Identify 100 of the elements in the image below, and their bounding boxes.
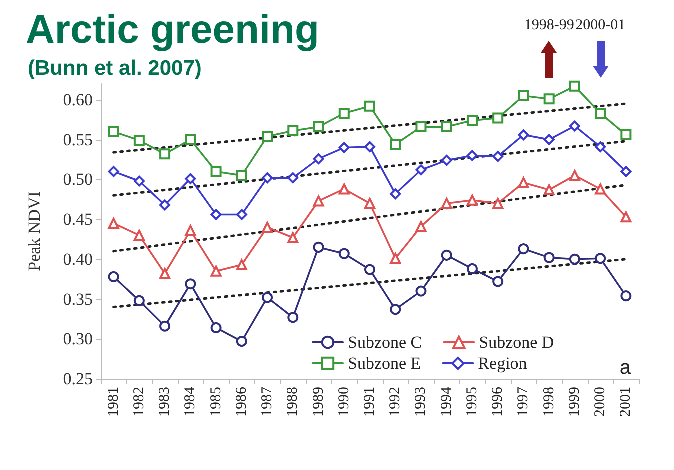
point (569, 120, 580, 132)
point (441, 122, 452, 133)
point (185, 225, 196, 236)
y-tick-label: 0.40 (63, 250, 93, 269)
point (416, 221, 427, 232)
point (338, 142, 350, 154)
point (364, 100, 376, 112)
point (262, 222, 274, 234)
point (160, 320, 171, 332)
point (262, 292, 274, 304)
x-tick-label: 1994 (438, 386, 455, 417)
point (544, 184, 555, 196)
point (236, 209, 248, 220)
point (595, 253, 606, 264)
point (569, 80, 580, 92)
point (620, 212, 632, 223)
point (185, 134, 196, 146)
point (262, 172, 274, 184)
point (544, 134, 555, 146)
point (236, 336, 248, 348)
x-tick-label: 1997 (516, 386, 532, 417)
legend-label: Region (478, 354, 544, 373)
point (338, 184, 350, 195)
x-tick-label: 1987 (260, 386, 276, 417)
y-tick-label: 0.55 (63, 130, 93, 150)
x-tick-label: 2000 (592, 387, 609, 417)
y-tick-label: 0.50 (63, 170, 93, 190)
point (390, 188, 402, 200)
point (288, 126, 299, 137)
point (390, 253, 402, 264)
point (210, 322, 222, 334)
x-tick-label: 1992 (388, 387, 404, 417)
point (313, 122, 324, 133)
point (492, 112, 504, 124)
point (595, 184, 606, 195)
point (160, 268, 171, 280)
point (441, 250, 452, 261)
x-tick-label: 1982 (131, 387, 148, 417)
point (492, 151, 504, 162)
point (134, 135, 145, 146)
point (364, 141, 376, 152)
point (108, 166, 120, 178)
point (416, 164, 427, 176)
point (313, 242, 324, 253)
point (595, 108, 606, 119)
x-tick-label: 1990 (336, 387, 352, 417)
point (544, 94, 555, 105)
point (466, 150, 478, 162)
point (134, 230, 145, 241)
point (185, 278, 196, 290)
point (416, 122, 427, 133)
x-tick-label: 1996 (490, 386, 506, 417)
x-tick-label: 1988 (285, 387, 302, 417)
point (108, 271, 120, 282)
point (492, 198, 504, 210)
point (210, 266, 222, 277)
x-tick-label: 1981 (106, 387, 122, 417)
point (236, 170, 248, 182)
x-tick-label: 1983 (157, 387, 174, 417)
legend-label: Subzone D (479, 333, 572, 352)
y-tick-label: 0.25 (63, 370, 93, 388)
point (569, 254, 580, 265)
x-tick-label: 1995 (464, 387, 480, 417)
point (466, 263, 478, 274)
legend-label: Subzone E (348, 354, 438, 373)
point (620, 130, 632, 141)
text: 1998-99 (524, 18, 574, 34)
point (108, 126, 120, 138)
x-tick-label: 1999 (566, 387, 583, 417)
point (518, 177, 530, 188)
chart-title: Arctic greening (26, 8, 320, 52)
point (338, 248, 350, 260)
point (338, 108, 350, 119)
point (210, 209, 222, 220)
point (262, 131, 274, 142)
point (620, 290, 632, 302)
point (544, 252, 555, 264)
x-tick-label: 1989 (310, 387, 327, 417)
point (492, 276, 504, 288)
x-tick-label: 1998 (541, 387, 558, 417)
x-tick-label: 1986 (234, 386, 250, 417)
point (466, 194, 478, 206)
y-tick-label: 0.60 (63, 90, 93, 110)
point (134, 295, 145, 306)
point (466, 115, 478, 126)
point (620, 166, 632, 178)
text: 2000-01 (576, 18, 626, 34)
point (390, 304, 402, 316)
y-tick-label: 0.35 (63, 290, 93, 309)
annotation: a (620, 357, 632, 379)
point (313, 153, 324, 164)
point (416, 286, 427, 297)
point (518, 130, 530, 141)
x-tick-label: 2001 (618, 387, 634, 417)
point (595, 141, 606, 152)
point (288, 312, 299, 324)
x-tick-label: 1991 (362, 387, 378, 417)
x-tick-label: 1984 (182, 386, 199, 417)
y-tick-label: 0.45 (63, 210, 93, 230)
chart-subtitle: (Bunn et al. 2007) (28, 57, 202, 80)
